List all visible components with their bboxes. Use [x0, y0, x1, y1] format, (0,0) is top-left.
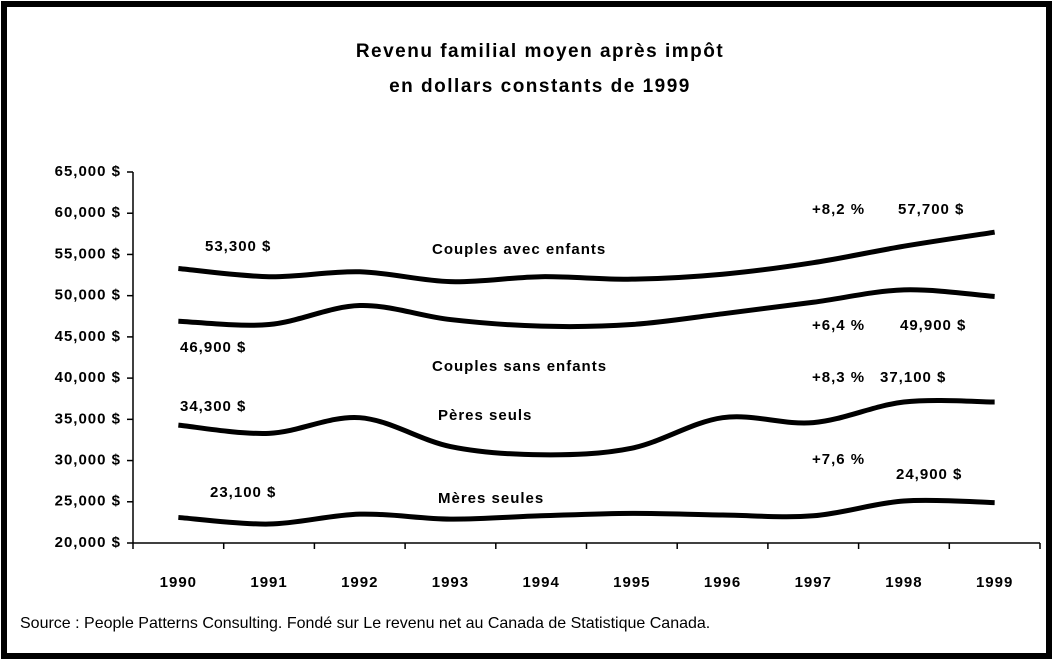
data-label: 57,700 $: [898, 201, 964, 218]
series-line: [178, 398, 995, 458]
x-tick-label: 1992: [341, 574, 378, 591]
data-label: 23,100 $: [210, 484, 276, 501]
data-label: 37,100 $: [880, 369, 946, 386]
x-tick-label: 1994: [522, 574, 559, 591]
series-line: [178, 229, 996, 285]
x-tick-label: 1997: [795, 574, 832, 591]
data-label: 46,900 $: [180, 339, 246, 356]
series-line: [178, 287, 995, 330]
series-annotation: +8,3 %: [812, 369, 865, 386]
x-tick-label: 1995: [613, 574, 650, 591]
data-label: 53,300 $: [205, 238, 271, 255]
y-tick-label: 55,000 $: [55, 245, 121, 262]
data-label: 49,900 $: [900, 317, 966, 334]
series-annotation: +8,2 %: [812, 201, 865, 218]
y-tick-label: 40,000 $: [55, 369, 121, 386]
series-label: Mères seules: [438, 490, 544, 507]
chart-title: en dollars constants de 1999: [389, 76, 691, 97]
y-tick-label: 25,000 $: [55, 493, 121, 510]
series-label: Couples avec enfants: [432, 241, 606, 258]
series-line: [178, 497, 995, 527]
data-label: 24,900 $: [896, 466, 962, 483]
x-tick-label: 1993: [432, 574, 469, 591]
y-tick-label: 60,000 $: [55, 204, 121, 221]
series-annotation: +7,6 %: [812, 451, 865, 468]
y-tick-label: 30,000 $: [55, 452, 121, 469]
series-label: Couples sans enfants: [432, 358, 607, 375]
data-label: 34,300 $: [180, 398, 246, 415]
series-annotation: +6,4 %: [812, 317, 865, 334]
y-tick-label: 20,000 $: [55, 534, 121, 551]
chart-title: Revenu familial moyen après impôt: [356, 41, 724, 62]
x-tick-label: 1996: [704, 574, 741, 591]
y-tick-label: 65,000 $: [55, 163, 121, 180]
source: Source : People Patterns Consulting. Fon…: [20, 615, 710, 632]
x-tick-label: 1990: [160, 574, 197, 591]
series-label: Pères seuls: [438, 407, 532, 424]
y-tick-label: 35,000 $: [55, 410, 121, 427]
y-tick-label: 45,000 $: [55, 328, 121, 345]
x-tick-label: 1998: [885, 574, 922, 591]
x-tick-label: 1999: [976, 574, 1013, 591]
x-tick-label: 1991: [250, 574, 287, 591]
y-tick-label: 50,000 $: [55, 287, 121, 304]
